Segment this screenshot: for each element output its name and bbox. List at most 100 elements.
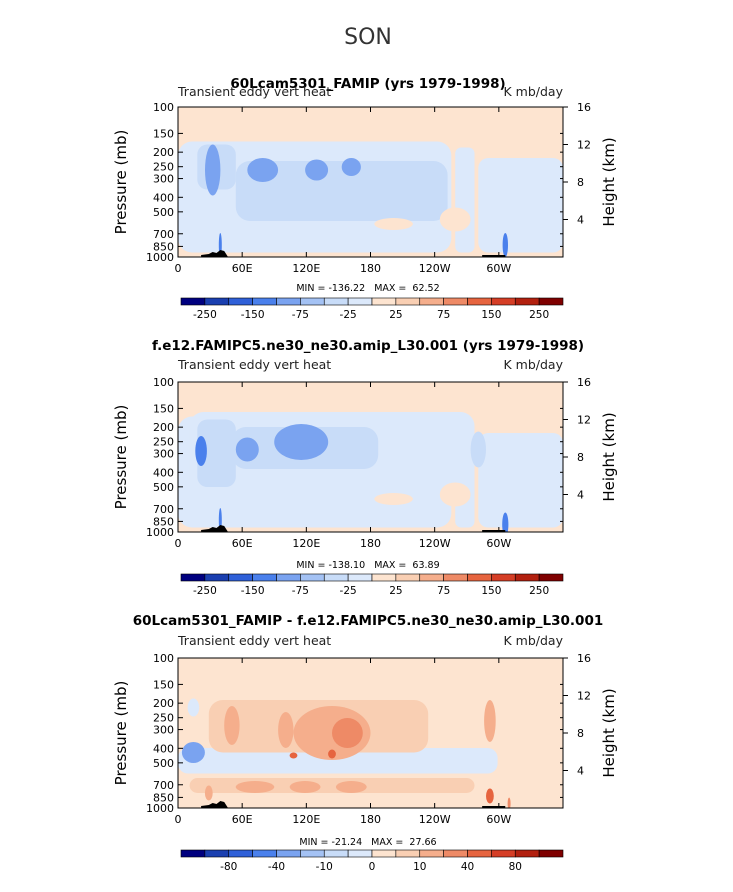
- colorbar-label: -75: [292, 585, 309, 597]
- x-tick-label: 0: [175, 813, 182, 826]
- x-tick-label: 0: [175, 262, 182, 275]
- colorbar-swatch: [443, 573, 468, 582]
- y-tick-label: 300: [153, 724, 174, 737]
- y-tick-label: 500: [153, 757, 174, 770]
- y-right-tick-label: 12: [577, 690, 591, 703]
- y-tick-label: 400: [153, 466, 174, 479]
- x-tick-label: 180: [360, 262, 381, 275]
- colorbar-label: 250: [529, 309, 549, 321]
- colorbar-label: 40: [461, 861, 474, 873]
- colorbar-swatch: [180, 849, 206, 858]
- y-tick-label: 250: [153, 712, 174, 725]
- left-label: Transient eddy vert heat: [177, 357, 331, 372]
- colorbar-label: 250: [529, 585, 549, 597]
- x-tick-label: 60E: [232, 813, 253, 826]
- colorbar-swatch: [514, 297, 540, 306]
- x-tick-label: 120W: [419, 262, 451, 275]
- colorbar-swatch: [204, 297, 230, 306]
- y-tick-label: 1000: [146, 802, 174, 815]
- y-right-axis-label: Height (km): [600, 137, 618, 226]
- y-tick-label: 150: [153, 678, 174, 691]
- x-tick-label: 60W: [486, 537, 511, 550]
- y-tick-label: 400: [153, 191, 174, 204]
- y-tick-label: 700: [153, 503, 174, 516]
- colorbar-label: 10: [413, 861, 426, 873]
- y-tick-label: 850: [153, 240, 174, 253]
- colorbar-swatch: [204, 849, 230, 858]
- colorbar-swatch: [323, 573, 349, 582]
- colorbar-swatch: [514, 849, 540, 858]
- y-right-axis-label: Height (km): [600, 688, 618, 777]
- y-tick-label: 150: [153, 127, 174, 140]
- y-right-tick-label: 4: [577, 765, 584, 778]
- x-tick-label: 180: [360, 813, 381, 826]
- colorbar-swatch: [371, 849, 397, 858]
- colorbar-swatch: [276, 297, 301, 306]
- colorbar-swatch: [491, 573, 516, 582]
- colorbar-label: -25: [340, 309, 357, 321]
- colorbar: -250 -150 -75 -25 25 75 150 250: [180, 297, 564, 321]
- x-tick-label: 120W: [419, 813, 451, 826]
- x-tick-label: 60E: [232, 262, 253, 275]
- page-title: SON: [344, 25, 392, 50]
- colorbar-swatch: [228, 297, 253, 306]
- y-right-tick-label: 8: [577, 176, 584, 189]
- min-max-stats: MIN = -136.22 MAX = 62.52: [296, 283, 439, 294]
- colorbar-label: 25: [389, 585, 402, 597]
- colorbar-swatch: [371, 297, 397, 306]
- colorbar-label: -150: [241, 309, 265, 321]
- y-tick-label: 500: [153, 206, 174, 219]
- panel-title: f.e12.FAMIPC5.ne30_ne30.amip_L30.001 (yr…: [152, 338, 584, 354]
- colorbar: -250 -150 -75 -25 25 75 150 250: [180, 573, 564, 597]
- colorbar-swatch: [276, 573, 301, 582]
- y-tick-label: 850: [153, 515, 174, 528]
- panel-title: 60Lcam5301_FAMIP (yrs 1979-1998): [230, 76, 505, 92]
- left-label: Transient eddy vert heat: [177, 633, 331, 648]
- colorbar-swatch: [395, 573, 421, 582]
- y-right-tick-label: 16: [577, 101, 591, 114]
- y-axis-label: Pressure (mb): [112, 130, 130, 235]
- colorbar-swatch: [347, 297, 373, 306]
- y-tick-label: 100: [153, 652, 174, 665]
- colorbar-swatch: [347, 849, 373, 858]
- colorbar-label: -80: [220, 861, 237, 873]
- y-axis-label: Pressure (mb): [112, 681, 130, 786]
- colorbar-label: 75: [437, 585, 450, 597]
- x-tick-label: 120E: [292, 262, 320, 275]
- y-tick-label: 200: [153, 421, 174, 434]
- y-tick-label: 300: [153, 448, 174, 461]
- colorbar-label: 80: [509, 861, 522, 873]
- x-tick-label: 60W: [486, 262, 511, 275]
- y-right-tick-label: 12: [577, 139, 591, 152]
- colorbar-swatch: [204, 573, 230, 582]
- colorbar-swatch: [538, 849, 564, 858]
- colorbar-swatch: [300, 297, 325, 306]
- y-tick-label: 250: [153, 161, 174, 174]
- y-right-tick-label: 16: [577, 652, 591, 665]
- y-tick-label: 200: [153, 146, 174, 159]
- y-right-tick-label: 4: [577, 489, 584, 502]
- colorbar-label: -150: [241, 585, 265, 597]
- y-tick-label: 700: [153, 779, 174, 792]
- y-tick-label: 500: [153, 481, 174, 494]
- colorbar-swatch: [180, 573, 206, 582]
- contour-field: [178, 107, 563, 257]
- y-tick-label: 1000: [146, 526, 174, 539]
- y-right-tick-label: 8: [577, 727, 584, 740]
- colorbar-swatch: [300, 573, 325, 582]
- colorbar-label: 150: [481, 585, 501, 597]
- panel-3: 60Lcam5301_FAMIP - f.e12.FAMIPC5.ne30_ne…: [112, 613, 618, 873]
- x-tick-label: 60E: [232, 537, 253, 550]
- y-tick-label: 300: [153, 173, 174, 186]
- colorbar-swatch: [491, 297, 516, 306]
- panel-title: 60Lcam5301_FAMIP - f.e12.FAMIPC5.ne30_ne…: [133, 613, 604, 629]
- colorbar-swatch: [252, 297, 277, 306]
- left-label: Transient eddy vert heat: [177, 84, 331, 99]
- colorbar-label: 25: [389, 309, 402, 321]
- colorbar-swatch: [467, 297, 492, 306]
- right-label: K mb/day: [504, 357, 564, 372]
- right-label: K mb/day: [504, 84, 564, 99]
- x-tick-label: 60W: [486, 813, 511, 826]
